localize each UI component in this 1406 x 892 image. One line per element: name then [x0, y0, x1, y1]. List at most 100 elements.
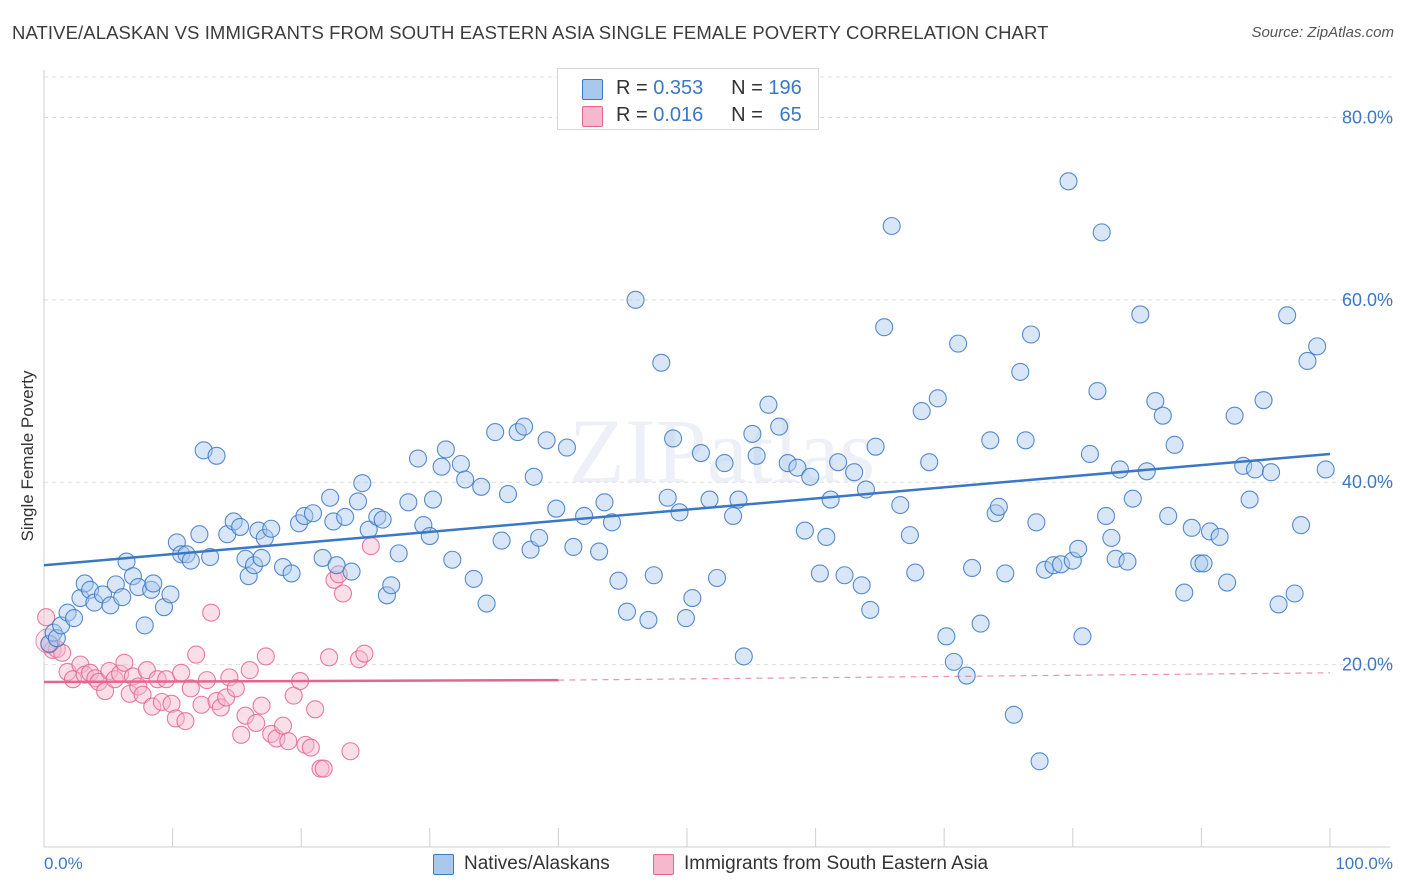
data-point-natives: [477, 594, 496, 613]
data-point-natives: [1030, 752, 1049, 771]
data-point-immigrants: [333, 584, 353, 603]
data-point-natives: [1118, 552, 1137, 571]
data-point-natives: [1110, 460, 1130, 479]
data-point-natives: [399, 493, 418, 512]
legend-label-natives: Natives/Alaskans: [464, 853, 610, 874]
data-point-natives: [626, 290, 645, 309]
data-point-natives: [715, 454, 734, 473]
data-point-natives: [1004, 705, 1023, 724]
data-point-immigrants: [252, 696, 271, 715]
data-point-natives: [912, 402, 931, 421]
data-point-natives: [321, 488, 340, 507]
data-point-natives: [167, 533, 186, 552]
data-point-immigrants: [192, 695, 211, 714]
data-point-natives: [1245, 460, 1265, 479]
data-point-immigrants: [341, 742, 360, 761]
data-point-natives: [852, 576, 871, 595]
data-point-natives: [432, 457, 451, 476]
y-tick-label: 40.0%: [1342, 472, 1393, 492]
data-point-immigrants: [296, 735, 315, 754]
data-point-natives: [93, 585, 112, 604]
data-point-immigrants: [240, 661, 259, 680]
data-point-natives: [1073, 627, 1092, 646]
data-point-immigrants: [172, 663, 191, 682]
data-point-natives: [389, 544, 408, 563]
x-tick-label-max: 100.0%: [1335, 854, 1393, 873]
data-point-immigrants: [105, 670, 124, 689]
data-point-natives: [530, 528, 549, 547]
data-point-immigrants: [361, 537, 380, 556]
data-point-natives: [1278, 306, 1297, 325]
data-point-natives: [778, 454, 797, 473]
data-point-natives: [1096, 506, 1116, 526]
data-point-natives: [810, 564, 829, 583]
data-point-immigrants: [226, 679, 245, 698]
data-point-immigrants: [273, 716, 293, 735]
data-point-natives: [368, 507, 387, 526]
data-point-natives: [408, 449, 428, 468]
data-point-natives: [1210, 527, 1229, 547]
data-point-natives: [1106, 549, 1125, 568]
data-point-natives: [1254, 391, 1273, 410]
data-point-natives: [336, 507, 355, 526]
data-point-natives: [1182, 518, 1201, 537]
data-point-natives: [464, 569, 483, 588]
data-point-natives: [639, 610, 658, 629]
data-point-natives: [262, 519, 281, 538]
data-point-natives: [1044, 556, 1063, 575]
legend-swatch-blue: [433, 854, 454, 875]
data-point-natives: [971, 614, 990, 633]
y-tick-label: 60.0%: [1342, 290, 1393, 310]
trend-line-immigrants: [43, 678, 559, 684]
data-point-natives: [282, 564, 301, 583]
data-point-natives: [644, 566, 663, 585]
data-point-immigrants: [115, 653, 134, 672]
data-point-immigrants: [63, 670, 82, 689]
series-natives-points: [40, 172, 1335, 771]
data-point-natives: [670, 503, 689, 522]
data-point-natives: [1123, 489, 1142, 508]
data-point-natives: [498, 485, 518, 504]
data-point-natives: [747, 446, 766, 465]
data-point-natives: [190, 525, 209, 544]
data-point-natives: [377, 586, 396, 605]
legend-n-value: 65: [779, 104, 802, 126]
data-point-natives: [734, 647, 753, 666]
data-point-immigrants: [217, 688, 236, 707]
data-point-immigrants: [320, 648, 339, 667]
data-point-natives: [1159, 506, 1178, 526]
data-point-natives: [759, 395, 778, 414]
data-point-natives: [835, 566, 854, 585]
data-point-natives: [617, 602, 637, 621]
data-point-immigrants: [314, 759, 333, 778]
data-point-natives: [937, 627, 956, 646]
x-ticks: [43, 828, 1331, 847]
data-point-immigrants: [306, 700, 325, 719]
data-point-natives: [313, 548, 332, 567]
legend-swatch-blue: [582, 79, 603, 100]
data-point-natives: [524, 467, 543, 486]
data-point-natives: [564, 537, 583, 557]
data-point-natives: [928, 389, 947, 408]
legend-label-immigrants: Immigrants from South Eastern Asia: [684, 853, 989, 874]
data-point-natives: [602, 513, 622, 532]
data-point-natives: [239, 567, 258, 586]
data-point-natives: [436, 440, 455, 459]
data-point-natives: [44, 623, 63, 642]
data-point-natives: [575, 506, 594, 526]
data-point-natives: [515, 417, 534, 436]
data-point-natives: [1190, 554, 1209, 573]
data-point-natives: [676, 609, 695, 628]
data-point-immigrants: [301, 738, 320, 757]
data-point-natives: [989, 497, 1008, 516]
series-immigrants-points: [35, 537, 380, 778]
data-point-natives: [353, 474, 372, 493]
data-point-natives: [135, 616, 154, 635]
x-tick-label-min: 0.0%: [44, 854, 83, 873]
data-point-immigrants: [202, 603, 221, 622]
y-tick-label: 80.0%: [1342, 107, 1393, 127]
data-point-natives: [817, 527, 836, 547]
data-point-natives: [1316, 460, 1335, 479]
data-point-natives: [821, 490, 840, 509]
